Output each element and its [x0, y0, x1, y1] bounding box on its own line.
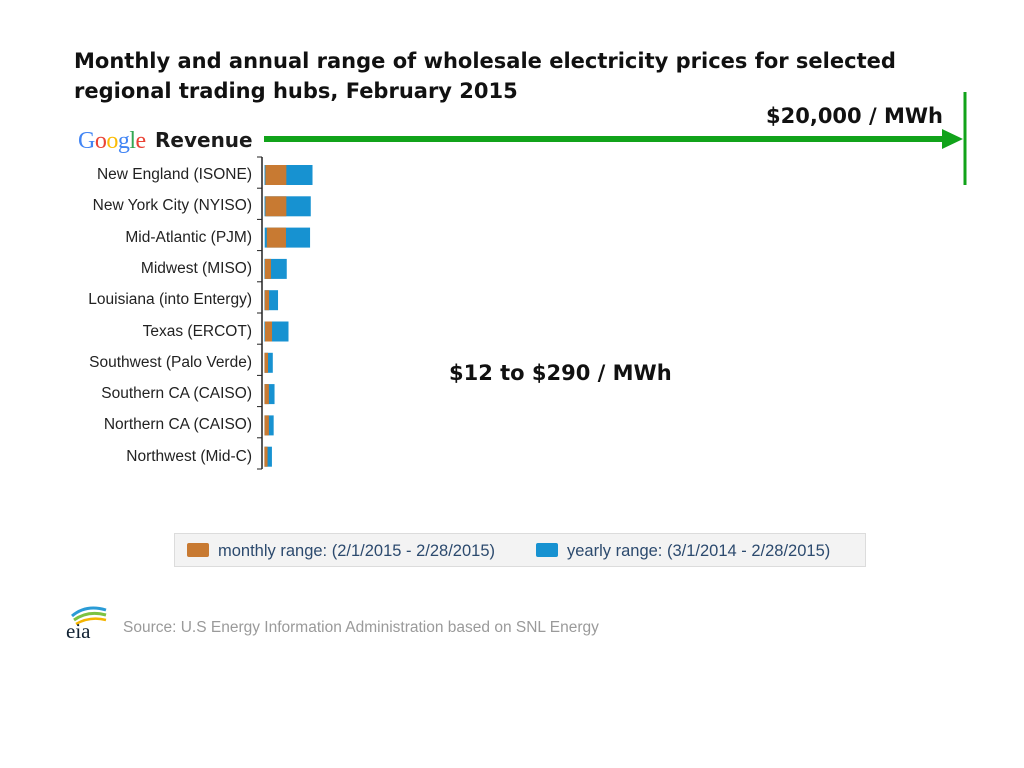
google-logo-letter: l — [129, 128, 136, 154]
max-price-annotation: $20,000 / MWh — [766, 104, 943, 128]
category-label: Southern CA (CAISO) — [101, 385, 252, 403]
google-logo-letter: o — [94, 128, 107, 154]
google-logo-letter: o — [106, 128, 118, 154]
bar-monthly — [264, 446, 268, 467]
legend-label-monthly: monthly range: (2/1/2015 - 2/28/2015) — [218, 542, 496, 560]
price-range-chart — [257, 92, 967, 470]
bar-monthly — [265, 321, 273, 342]
category-label: Louisiana (into Entergy) — [88, 291, 252, 309]
bar-monthly — [264, 352, 269, 373]
google-logo-letter: g — [117, 128, 130, 154]
price-range-annotation: $12 to $290 / MWh — [449, 361, 672, 385]
category-label: Texas (ERCOT) — [142, 322, 252, 340]
bar-yearly — [264, 415, 274, 436]
scale-arrow-head — [942, 129, 963, 149]
source-note: Source: U.S Energy Information Administr… — [123, 619, 599, 636]
bar-monthly — [264, 384, 269, 405]
category-label: Southwest (Palo Verde) — [89, 353, 252, 371]
legend: monthly range: (2/1/2015 - 2/28/2015) ye… — [174, 533, 866, 567]
chart-title: Monthly and annual range of wholesale el… — [74, 46, 954, 106]
revenue-label: Revenue — [155, 128, 253, 152]
bar-monthly — [264, 415, 269, 436]
category-label: Mid-Atlantic (PJM) — [125, 228, 252, 246]
bar-monthly — [265, 196, 287, 217]
category-label: Midwest (MISO) — [140, 259, 252, 277]
category-label: Northwest (Mid-C) — [126, 447, 252, 465]
bar-monthly — [264, 290, 270, 311]
legend-swatch-yearly — [536, 543, 558, 557]
chart-title-line-2: regional trading hubs, February 2015 — [74, 79, 518, 103]
bar-monthly — [265, 165, 287, 185]
bar-monthly — [264, 258, 271, 279]
bar-yearly — [264, 352, 273, 373]
category-label: Northern CA (CAISO) — [103, 416, 252, 434]
legend-label-yearly: yearly range: (3/1/2014 - 2/28/2015) — [567, 542, 831, 560]
category-label: New York City (NYISO) — [92, 197, 252, 215]
google-logo: Google — [78, 127, 146, 155]
bar-yearly — [264, 384, 275, 405]
legend-swatch-monthly — [187, 543, 209, 557]
eia-logo-text: eia — [66, 619, 91, 642]
google-logo-letter: e — [135, 128, 147, 154]
bar-monthly — [266, 227, 286, 248]
category-label: New England (ISONE) — [96, 166, 252, 183]
chart-title-line-1: Monthly and annual range of wholesale el… — [74, 49, 896, 73]
google-logo-letter: G — [78, 128, 95, 154]
eia-logo: eia — [66, 606, 107, 642]
bar-yearly — [264, 446, 272, 467]
